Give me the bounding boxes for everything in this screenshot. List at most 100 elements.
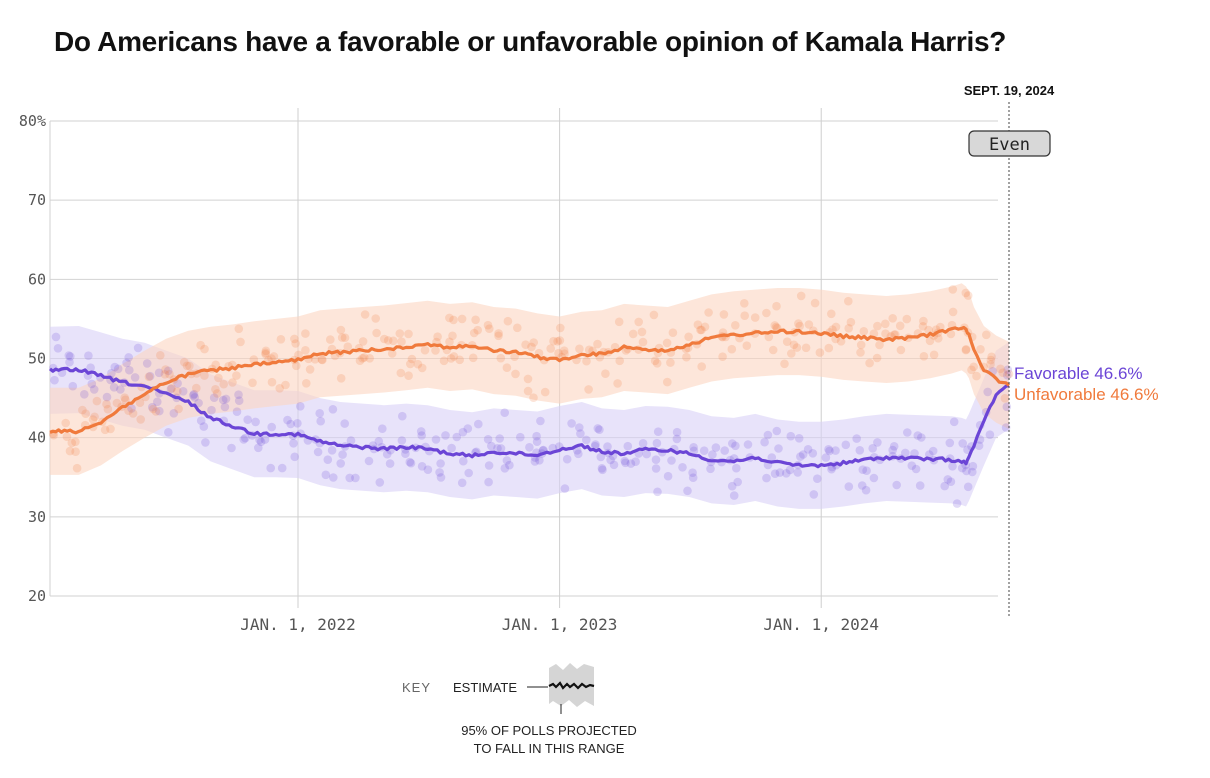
favorable-poll-dot	[516, 432, 525, 442]
unfavorable-poll-dot	[106, 424, 115, 434]
unfavorable-poll-dot	[355, 356, 365, 366]
unfavorable-poll-dot	[112, 398, 122, 408]
unfavorable-poll-dot	[161, 365, 170, 374]
favorable-poll-dot	[903, 428, 912, 437]
favorable-poll-dot	[623, 441, 633, 451]
favorable-poll-dot	[296, 402, 305, 411]
unfavorable-poll-dot	[449, 352, 459, 361]
unfavorable-poll-dot	[301, 329, 310, 338]
y-tick-label: 80%	[19, 112, 46, 130]
favorable-poll-dot	[575, 423, 584, 432]
unfavorable-poll-dot	[584, 385, 593, 394]
unfavorable-poll-dot	[718, 352, 727, 362]
favorable-poll-dot	[431, 435, 441, 444]
favorable-poll-dot	[952, 499, 962, 508]
unfavorable-poll-dot	[650, 356, 660, 366]
favorable-poll-dot	[809, 490, 819, 499]
unfavorable-poll-dot	[560, 349, 569, 359]
favorable-poll-dot	[574, 449, 583, 459]
favorable-poll-dot	[827, 464, 836, 474]
unfavorable-poll-dot	[326, 335, 335, 344]
unfavorable-poll-dot	[888, 314, 897, 323]
favorable-poll-dot	[327, 446, 337, 455]
unfavorable-poll-dot	[614, 317, 624, 327]
unfavorable-poll-dot	[637, 327, 647, 337]
favorable-poll-dot	[483, 435, 493, 444]
favorable-poll-dot	[340, 419, 350, 428]
favorable-poll-dot	[928, 446, 938, 456]
unfavorable-poll-dot	[875, 340, 884, 350]
unfavorable-poll-dot	[121, 395, 130, 405]
unfavorable-poll-dot	[662, 338, 672, 348]
favorable-poll-dot	[743, 440, 753, 449]
unfavorable-poll-dot	[865, 358, 874, 368]
favorable-poll-dot	[598, 465, 607, 475]
unfavorable-poll-dot	[511, 369, 520, 379]
unfavorable-poll-dot	[212, 389, 222, 398]
favorable-poll-dot	[808, 449, 818, 458]
favorable-poll-dot	[699, 446, 709, 456]
favorable-poll-dot	[315, 409, 325, 418]
unfavorable-poll-dot	[228, 378, 237, 387]
y-tick-label: 70	[28, 191, 46, 209]
favorable-poll-dot	[720, 446, 729, 455]
favorable-poll-dot	[772, 426, 782, 436]
favorable-poll-dot	[663, 471, 673, 481]
favorable-poll-dot	[474, 419, 483, 429]
unfavorable-poll-dot	[929, 350, 939, 360]
favorable-poll-dot	[374, 437, 384, 446]
unfavorable-poll-dot	[772, 301, 781, 311]
favorable-poll-dot	[794, 434, 804, 443]
favorable-poll-dot	[124, 353, 133, 362]
unfavorable-poll-dot	[510, 352, 519, 362]
unfavorable-poll-dot	[275, 384, 285, 393]
unfavorable-poll-dot	[792, 343, 802, 352]
unfavorable-poll-dot	[431, 346, 440, 355]
unfavorable-poll-dot	[267, 354, 276, 363]
favorable-poll-dot	[189, 391, 198, 400]
favorable-poll-dot	[711, 443, 721, 452]
favorable-poll-dot	[945, 438, 955, 448]
unfavorable-poll-dot	[740, 299, 749, 308]
unfavorable-poll-dot	[697, 362, 706, 371]
unfavorable-poll-dot	[100, 425, 110, 435]
unfavorable-poll-dot	[90, 412, 99, 422]
favorable-poll-dot	[260, 435, 270, 444]
unfavorable-poll-dot	[601, 369, 610, 379]
unfavorable-poll-dot	[529, 393, 538, 403]
favorable-poll-dot	[770, 469, 780, 479]
unfavorable-poll-dot	[214, 373, 223, 383]
unfavorable-poll-dot	[982, 330, 991, 340]
favorable-poll-dot	[277, 463, 287, 473]
favorable-poll-dot	[227, 443, 236, 453]
unfavorable-poll-dot	[768, 345, 778, 355]
unfavorable-poll-dot	[693, 320, 703, 330]
favorable-poll-dot	[985, 430, 995, 440]
favorable-poll-dot	[321, 470, 331, 480]
favorable-poll-dot	[502, 456, 512, 465]
unfavorable-poll-dot	[445, 337, 454, 347]
unfavorable-poll-dot	[336, 374, 346, 383]
unfavorable-poll-dot	[340, 333, 350, 343]
unfavorable-poll-dot	[844, 324, 853, 333]
favorable-poll-dot	[130, 373, 140, 382]
unfavorable-poll-dot	[575, 344, 584, 354]
favorable-poll-dot	[821, 453, 831, 462]
favorable-poll-dot	[760, 437, 769, 447]
unfavorable-poll-dot	[529, 338, 538, 347]
unfavorable-poll-dot	[211, 385, 220, 394]
favorable-poll-dot	[974, 441, 984, 451]
unfavorable-poll-dot	[961, 345, 971, 355]
unfavorable-poll-dot	[896, 345, 906, 355]
favorable-poll-dot	[164, 428, 173, 437]
unfavorable-poll-dot	[397, 337, 406, 347]
favorable-poll-dot	[907, 461, 917, 471]
unfavorable-poll-dot	[302, 379, 311, 388]
unfavorable-poll-dot	[828, 325, 837, 335]
favorable-poll-dot	[109, 383, 119, 392]
unfavorable-poll-dot	[859, 327, 869, 336]
favorable-poll-dot	[532, 437, 542, 447]
unfavorable-poll-dot	[827, 309, 836, 319]
unfavorable-poll-dot	[290, 334, 299, 344]
favorable-poll-dot	[582, 435, 591, 445]
